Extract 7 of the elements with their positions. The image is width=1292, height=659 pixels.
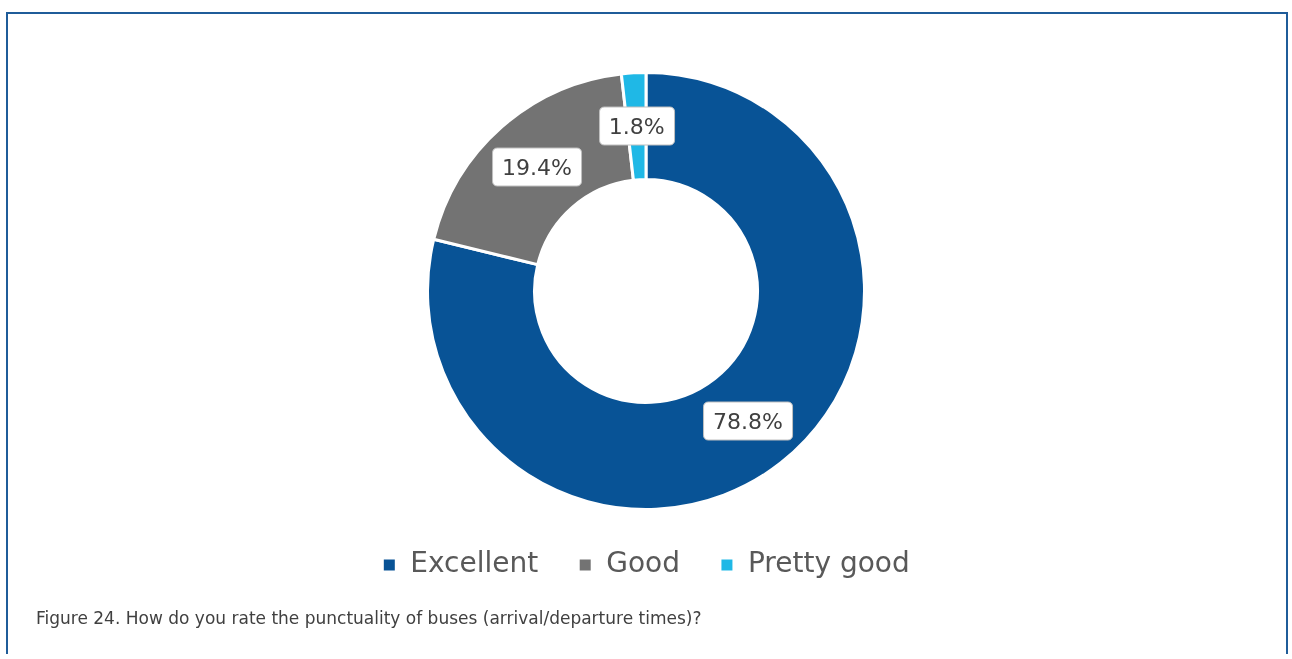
data-label: 1.8% <box>598 106 675 146</box>
legend-label: Pretty good <box>747 546 910 580</box>
caption: Figure 24. How do you rate the punctuality of buses (arrival/departure times)? <box>36 608 702 628</box>
legend-label: Excellent <box>410 546 539 580</box>
legend-label: Good <box>606 546 680 580</box>
data-label: 78.8% <box>702 401 793 441</box>
data-label: 19.4% <box>491 147 582 187</box>
